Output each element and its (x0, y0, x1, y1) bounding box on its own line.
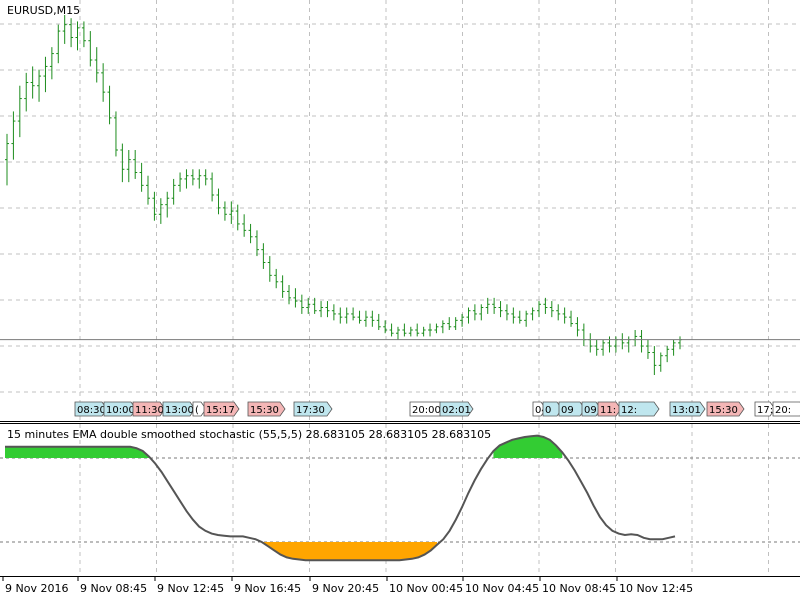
time-marker-label: 10:00 (106, 405, 135, 416)
time-axis-label: 9 Nov 20:45 (312, 582, 379, 595)
time-marker (293, 401, 333, 417)
time-marker (132, 401, 166, 417)
time-axis-label: 10 Nov 00:45 (389, 582, 463, 595)
time-marker (754, 401, 776, 417)
time-marker-label: ( (195, 405, 199, 416)
time-axis-label: 10 Nov 08:45 (542, 582, 616, 595)
time-marker-label: 02:01 (442, 405, 471, 416)
time-axis-label: 9 Nov 12:45 (157, 582, 224, 595)
time-axis-label: 9 Nov 2016 (5, 582, 68, 595)
time-axis-label: 9 Nov 16:45 (234, 582, 301, 595)
time-marker-label: 15:30 (250, 405, 279, 416)
time-marker (669, 401, 706, 417)
time-marker (439, 401, 474, 417)
time-marker (247, 401, 286, 417)
time-axis-label: 10 Nov 12:45 (619, 582, 693, 595)
time-marker-label: 15:30 (709, 405, 738, 416)
time-marker-label: 17:30 (757, 405, 786, 416)
oversold-fill (261, 542, 438, 561)
time-marker (597, 401, 622, 417)
time-marker-label: 13:00 (165, 405, 194, 416)
overbought-fill (493, 435, 563, 458)
time-marker-label: 17:30 (296, 405, 325, 416)
oscillator-layer (0, 434, 800, 562)
time-marker-label: 20:00 (412, 405, 441, 416)
time-marker (203, 401, 240, 417)
candles-layer (5, 15, 682, 375)
indicator-label: 15 minutes EMA double smoothed stochasti… (7, 428, 492, 441)
time-axis: 9 Nov 2016 9 Nov 08:45 9 Nov 12:45 9 Nov 16… (2, 577, 693, 595)
time-marker-label: 0 (545, 405, 551, 416)
time-marker-label: 15:17 (206, 405, 235, 416)
time-marker-label: 08:30 (77, 405, 106, 416)
time-marker-label: 09:4 (584, 405, 606, 416)
grid-layer (0, 0, 800, 576)
time-marker-label: 20: (775, 405, 791, 416)
overbought-fill (5, 446, 150, 458)
time-marker-label: 11: (600, 405, 616, 416)
oscillator-line (5, 434, 676, 562)
symbol-label: EURUSD,M15 (7, 4, 81, 17)
session-markers: 08:30 10:00 11:30 13:00(15:17 15:30 17:30 20:0… (74, 401, 800, 417)
time-marker (618, 401, 660, 417)
panel-frames (0, 421, 800, 577)
time-marker (772, 401, 800, 417)
time-marker-label: 09 (561, 405, 574, 416)
time-marker (706, 401, 745, 417)
time-marker (162, 401, 196, 417)
time-axis-label: 9 Nov 08:45 (80, 582, 147, 595)
time-marker (192, 401, 207, 417)
time-marker-label: 11:30 (135, 405, 164, 416)
time-marker-label: 13:01 (672, 405, 701, 416)
time-axis-label: 10 Nov 04:45 (465, 582, 539, 595)
time-marker-label: 12: (621, 405, 637, 416)
